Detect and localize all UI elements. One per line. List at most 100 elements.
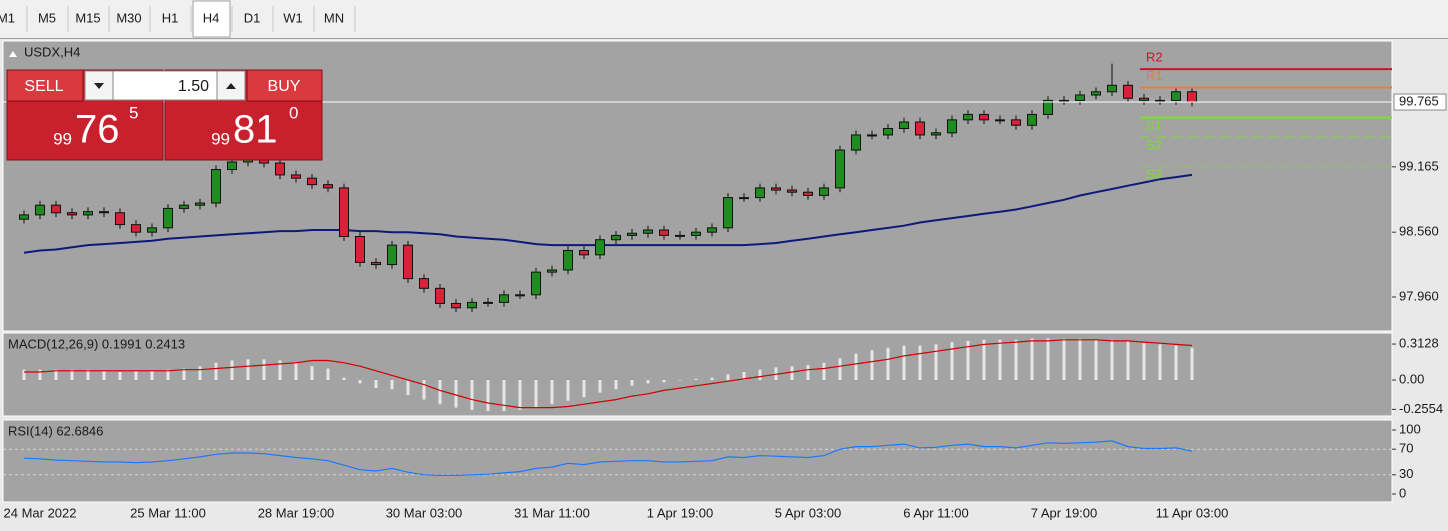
histogram-bar	[294, 362, 298, 381]
candle-body	[19, 214, 29, 220]
histogram-bar	[902, 345, 906, 381]
timeframe-bar: M1 M5 M15 M30 H1 H4 D1 W1 MN	[0, 0, 356, 38]
histogram-bar	[726, 374, 730, 381]
candle-body	[83, 211, 93, 216]
histogram-bar	[1078, 338, 1082, 381]
histogram-bar	[150, 370, 154, 381]
sell-big-figure: 99	[53, 129, 72, 148]
histogram-bar	[390, 380, 394, 390]
current-price-label: 99.765	[1399, 93, 1439, 108]
buy-pips: 81	[233, 108, 278, 152]
histogram-bar	[118, 371, 122, 381]
histogram-bar	[678, 380, 682, 381]
timeframe-button[interactable]: W1	[283, 10, 303, 25]
sell-button[interactable]	[6, 69, 84, 102]
histogram-bar	[502, 380, 506, 412]
panel-title: MACD(12,26,9) 0.1991 0.2413	[8, 336, 185, 351]
trade-panel: SELL BUY 1.50 99 76 5 99 81 0	[6, 69, 323, 161]
y-tick-label: 97.960	[1399, 288, 1439, 303]
pivot-label: S2	[1146, 138, 1162, 153]
candle-body	[451, 302, 461, 309]
candle-body	[99, 211, 109, 214]
x-tick-label: 31 Mar 11:00	[514, 505, 590, 520]
histogram-bar	[134, 370, 138, 381]
candle-body	[51, 204, 61, 214]
histogram-bar	[966, 340, 970, 381]
x-tick-label: 25 Mar 11:00	[130, 505, 206, 520]
candle-body	[435, 287, 445, 304]
candle-body	[131, 224, 141, 233]
sell-pips: 76	[75, 108, 120, 152]
histogram-bar	[198, 366, 202, 381]
histogram-bar	[374, 380, 378, 389]
candle-body	[419, 278, 429, 289]
histogram-bar	[22, 369, 26, 381]
candle-body	[211, 169, 221, 204]
toolbar	[0, 0, 1448, 38]
candle-body	[819, 187, 829, 196]
candle-body	[899, 121, 909, 129]
candle-body	[355, 235, 365, 263]
candle-body	[659, 229, 669, 236]
timeframe-button[interactable]: D1	[244, 10, 261, 25]
candle-body	[707, 227, 717, 233]
candle-body	[1155, 99, 1165, 102]
timeframe-button[interactable]: H4	[203, 10, 220, 25]
histogram-bar	[342, 377, 346, 381]
buy-label: BUY	[268, 78, 301, 95]
histogram-bar	[262, 359, 266, 381]
y-tick-label: 70	[1399, 441, 1413, 456]
x-tick-label: 7 Apr 19:00	[1031, 505, 1098, 520]
histogram-bar	[614, 380, 618, 390]
panel-title: USDX,H4	[24, 44, 80, 59]
candle-body	[515, 294, 525, 297]
timeframe-button[interactable]: M15	[75, 10, 100, 25]
histogram-bar	[870, 350, 874, 381]
timeframe-button[interactable]: H1	[162, 10, 179, 25]
candle-body	[35, 204, 45, 216]
candle-body	[227, 161, 237, 171]
y-tick-label: 99.165	[1399, 158, 1439, 173]
timeframe-button[interactable]: M5	[38, 10, 56, 25]
histogram-bar	[1158, 344, 1162, 381]
x-tick-label: 11 Apr 03:00	[1156, 505, 1229, 520]
candle-body	[147, 227, 157, 233]
histogram-bar	[1126, 340, 1130, 381]
candle-body	[67, 212, 77, 216]
timeframe-button[interactable]: MN	[324, 10, 344, 25]
candle-body	[595, 239, 605, 256]
histogram-bar	[1174, 345, 1178, 381]
x-tick-label: 24 Mar 2022	[4, 505, 77, 520]
price-box	[1393, 93, 1447, 111]
selected-tab	[192, 0, 231, 38]
candle-body	[979, 113, 989, 121]
histogram-bar	[838, 358, 842, 381]
panel: RSI(14) 62.6846 100 70 30 0	[2, 419, 1421, 503]
y-tick-label: 0.3128	[1399, 335, 1439, 350]
histogram-bar	[662, 380, 666, 383]
candle-body	[291, 174, 301, 179]
sell-fraction: 5	[129, 103, 138, 122]
histogram-bar	[598, 380, 602, 393]
timeframe-button[interactable]: M30	[116, 10, 141, 25]
volume-value: 1.50	[178, 78, 209, 95]
histogram-bar	[582, 380, 586, 398]
candle-body	[323, 184, 333, 189]
candle-body	[1059, 99, 1069, 102]
candle-body	[275, 162, 285, 176]
histogram-bar	[326, 368, 330, 381]
timeframe-button[interactable]: M1	[0, 10, 15, 25]
histogram-bar	[278, 360, 282, 381]
buy-button[interactable]	[246, 69, 323, 102]
candle-body	[867, 134, 877, 137]
candle-body	[1107, 84, 1117, 93]
histogram-bar	[710, 377, 714, 381]
histogram-bar	[982, 339, 986, 381]
candle-body	[467, 301, 477, 309]
volume-input[interactable]	[112, 70, 218, 101]
candle-body	[1043, 99, 1053, 115]
candle-body	[995, 119, 1005, 122]
histogram-bar	[182, 368, 186, 381]
collapse-icon	[9, 51, 17, 57]
